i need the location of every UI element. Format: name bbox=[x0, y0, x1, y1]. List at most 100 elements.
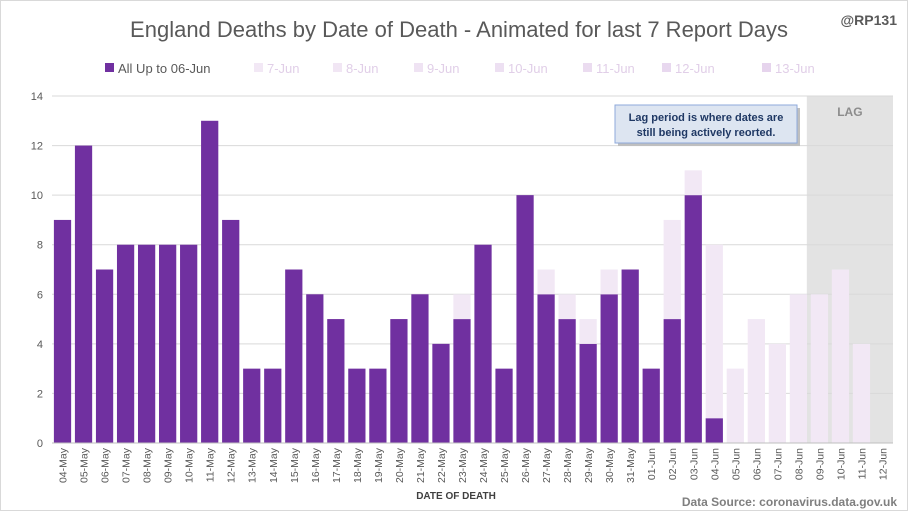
annotation-box bbox=[614, 104, 798, 144]
bar-segment bbox=[600, 269, 618, 295]
x-tick-label: 12-May bbox=[226, 447, 238, 483]
author-handle: @RP131 bbox=[841, 12, 898, 28]
x-tick-label: 02-Jun bbox=[667, 448, 679, 480]
x-tick-label: 07-Jun bbox=[772, 448, 784, 480]
x-tick-label: 23-May bbox=[457, 447, 469, 483]
bar-segment bbox=[684, 195, 702, 443]
y-tick-label: 6 bbox=[37, 289, 43, 301]
x-tick-label: 10-May bbox=[184, 447, 196, 483]
x-tick-label: 08-Jun bbox=[793, 448, 805, 480]
bar-segment bbox=[621, 269, 639, 443]
data-source: Data Source: coronavirus.data.gov.uk bbox=[682, 495, 897, 509]
x-tick-label: 16-May bbox=[310, 447, 322, 483]
legend-swatch bbox=[495, 63, 504, 72]
x-tick-label: 07-May bbox=[121, 447, 133, 483]
x-tick-label: 09-May bbox=[163, 447, 175, 483]
x-tick-label: 27-May bbox=[541, 447, 553, 483]
y-tick-label: 0 bbox=[37, 438, 43, 450]
bar-segment bbox=[369, 368, 387, 443]
bar-segment bbox=[348, 368, 366, 443]
bar-segment bbox=[474, 244, 492, 443]
bar-segment bbox=[95, 269, 114, 443]
y-tick-label: 4 bbox=[37, 339, 43, 351]
bar-segment bbox=[831, 269, 850, 443]
y-tick-label: 2 bbox=[37, 388, 43, 400]
bar-segment bbox=[705, 418, 723, 443]
x-tick-label: 12-Jun bbox=[877, 448, 889, 480]
bar-segment bbox=[684, 170, 702, 196]
x-tick-label: 01-Jun bbox=[646, 448, 658, 480]
x-tick-label: 26-May bbox=[520, 447, 532, 483]
y-tick-label: 12 bbox=[31, 141, 43, 153]
bar-segment bbox=[327, 319, 345, 443]
bar-segment bbox=[432, 343, 450, 443]
bar-segment bbox=[810, 294, 829, 443]
x-tick-label: 14-May bbox=[268, 447, 280, 483]
x-axis-title: DATE OF DEATH bbox=[416, 491, 496, 502]
x-tick-label: 09-Jun bbox=[814, 448, 826, 480]
bar-segment bbox=[201, 120, 219, 444]
bar-segment bbox=[306, 294, 324, 443]
bar-segment bbox=[747, 319, 765, 443]
x-tick-label: 24-May bbox=[478, 447, 490, 483]
legend-swatch bbox=[762, 63, 771, 72]
x-tick-label: 15-May bbox=[289, 447, 301, 483]
x-tick-label: 29-May bbox=[583, 447, 595, 483]
y-tick-label: 8 bbox=[37, 240, 43, 252]
bar-segment bbox=[74, 145, 93, 444]
bar-segment bbox=[137, 244, 156, 443]
annotation-line-1: Lag period is where dates are bbox=[629, 112, 784, 124]
legend-swatch bbox=[254, 63, 263, 72]
bar-segment bbox=[558, 294, 576, 320]
bar-segment bbox=[390, 319, 408, 443]
chart-title: England Deaths by Date of Death - Animat… bbox=[130, 17, 788, 42]
bar-segment bbox=[537, 269, 555, 295]
x-tick-label: 10-Jun bbox=[835, 448, 847, 480]
bar-segment bbox=[159, 244, 177, 443]
x-tick-label: 19-May bbox=[373, 447, 385, 483]
x-tick-label: 30-May bbox=[604, 447, 616, 483]
legend-label: 7-Jun bbox=[267, 61, 300, 76]
bar-segment bbox=[663, 219, 681, 320]
legend-label: 12-Jun bbox=[675, 61, 715, 76]
x-tick-label: 31-May bbox=[625, 447, 637, 483]
x-tick-label: 25-May bbox=[499, 447, 511, 483]
x-tick-label: 04-Jun bbox=[709, 448, 721, 480]
x-tick-label: 18-May bbox=[352, 447, 364, 483]
bar-segment bbox=[453, 319, 471, 443]
lag-annotation: Lag period is where dates are still bein… bbox=[614, 104, 800, 146]
bar-segment bbox=[600, 294, 618, 443]
x-tick-label: 20-May bbox=[394, 447, 406, 483]
bar-segment bbox=[495, 368, 513, 443]
legend-label: All Up to 06-Jun bbox=[118, 61, 211, 76]
x-tick-label: 05-May bbox=[79, 447, 91, 483]
bar-segment bbox=[579, 343, 597, 443]
x-tick-label: 06-May bbox=[100, 447, 112, 483]
bar-segment bbox=[264, 368, 282, 443]
bar-segment bbox=[180, 244, 198, 443]
legend-swatch bbox=[583, 63, 592, 72]
y-axis: 0 2 4 6 8 10 12 14 bbox=[31, 91, 43, 450]
x-tick-label: 13-May bbox=[247, 447, 259, 483]
bar-segment bbox=[852, 343, 871, 443]
bar-segment bbox=[789, 294, 808, 443]
annotation-line-2: still being actively reorted. bbox=[637, 127, 776, 139]
legend-label: 11-Jun bbox=[596, 61, 635, 76]
x-tick-label: 22-May bbox=[436, 447, 448, 483]
bar-segment bbox=[705, 244, 723, 419]
legend-swatch bbox=[105, 63, 114, 72]
bar-segment bbox=[642, 368, 660, 443]
bar-segment bbox=[726, 368, 744, 443]
bar-segment bbox=[411, 294, 429, 443]
y-tick-label: 14 bbox=[31, 91, 43, 103]
x-tick-label: 28-May bbox=[562, 447, 574, 483]
legend-label: 10-Jun bbox=[508, 61, 548, 76]
x-tick-label: 05-Jun bbox=[730, 448, 742, 480]
x-tick-label: 08-May bbox=[142, 447, 154, 483]
bars bbox=[53, 120, 871, 444]
bar-segment bbox=[558, 319, 576, 443]
legend-swatch bbox=[414, 63, 423, 72]
bar-segment bbox=[116, 244, 135, 443]
